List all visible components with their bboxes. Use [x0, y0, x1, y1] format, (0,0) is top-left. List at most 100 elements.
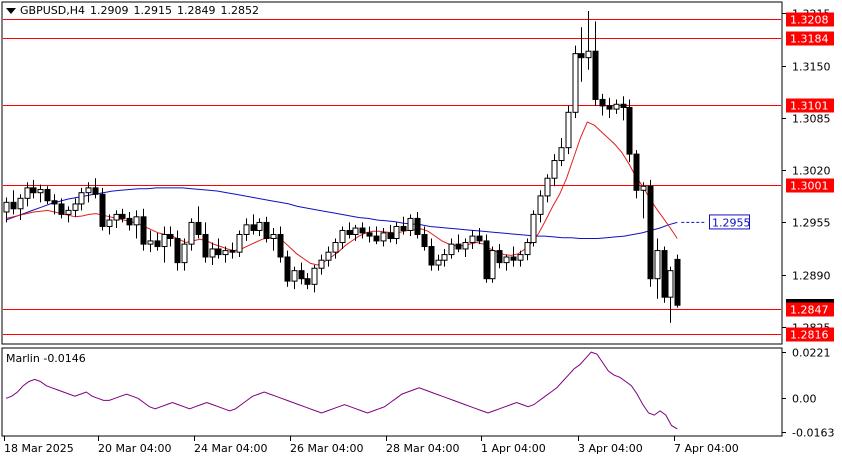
level-label-bg	[786, 98, 834, 113]
open-price: 1.2909	[89, 4, 129, 17]
slow-moving-average: 1.2955	[5, 187, 751, 239]
candle-body	[161, 233, 168, 248]
candle-body	[633, 153, 640, 191]
time-tick-label: 24 Mar 04:00	[194, 442, 267, 455]
candle-body	[620, 103, 627, 108]
price-tick-label: 1.2890	[792, 270, 831, 283]
candle-body	[421, 233, 428, 248]
candle-body	[243, 224, 250, 235]
close-price: 1.2852	[220, 4, 259, 17]
candle-body	[58, 203, 65, 215]
candle-body	[92, 187, 99, 195]
candle-body	[72, 203, 79, 211]
candle-body	[263, 221, 270, 240]
candle-body	[10, 201, 17, 210]
marlin-indicator: 0.0221 0.00 -0.0163	[5, 347, 834, 440]
price-tick-label: 1.3020	[792, 165, 831, 178]
ma-slow-label-text: 1.2955	[712, 216, 751, 229]
level-label-text: 1.2847	[790, 304, 829, 317]
candle-body	[476, 235, 483, 242]
candle-body	[126, 217, 133, 226]
candle-body	[462, 242, 469, 250]
high-price: 1.2915	[133, 4, 172, 17]
candle-body	[407, 217, 414, 231]
candle-body	[30, 187, 37, 194]
candle-body	[188, 221, 195, 245]
candle-body	[209, 248, 216, 258]
indicator-tick-label: 0.0221	[792, 347, 831, 360]
candle-body	[510, 256, 517, 261]
candle-body	[17, 197, 24, 210]
time-tick-label: 3 Apr 04:00	[578, 442, 643, 455]
candle-body	[318, 259, 325, 269]
candle-body	[236, 233, 243, 253]
candle-body	[332, 242, 339, 253]
price-tick-label: 1.2955	[792, 217, 831, 230]
candle-body	[167, 233, 174, 240]
candle-body	[24, 187, 31, 199]
candle-body	[565, 111, 572, 149]
indicator-header: Marlin -0.0146	[6, 352, 86, 365]
marlin-line	[5, 351, 678, 430]
candle-body	[667, 270, 674, 298]
candle-body	[154, 240, 161, 248]
chart-header: GBPUSD,H4 1.2909 1.2915 1.2849 1.2852	[6, 4, 264, 17]
chart-frames	[1, 1, 783, 437]
collapse-triangle-icon[interactable]	[6, 8, 16, 14]
candle-body	[195, 221, 202, 235]
candle-body	[304, 278, 311, 285]
level-labels: 1.3208 1.3184 1.3101 1.3001 1.2847 1.2816	[786, 12, 834, 342]
candle-body	[3, 201, 10, 213]
candle-body	[250, 224, 257, 231]
indicator-tick-label: -0.0163	[792, 427, 834, 440]
level-label-text: 1.3208	[790, 14, 829, 27]
level-label-bg	[786, 31, 834, 46]
level-label-bg	[786, 302, 834, 317]
ma-slow-line	[5, 187, 678, 239]
candlesticks	[3, 11, 681, 323]
time-axis: 18 Mar 2025 20 Mar 04:00 24 Mar 04:00 26 Ma…	[4, 436, 739, 455]
candle-body	[106, 219, 113, 227]
level-label-text: 1.2816	[790, 329, 829, 342]
candle-body	[640, 185, 647, 191]
price-axis: 1.32151.31501.30851.30201.29551.28901.28…	[782, 8, 834, 335]
ma-fast-line	[5, 121, 678, 266]
candle-body	[373, 235, 380, 242]
candle-body	[503, 256, 510, 264]
candle-body	[270, 233, 277, 240]
time-tick-label: 26 Mar 04:00	[290, 442, 363, 455]
candle-body	[469, 235, 476, 244]
price-panel-frame	[1, 1, 783, 345]
candle-body	[585, 50, 592, 59]
candle-body	[414, 217, 421, 235]
candle-body	[674, 258, 681, 306]
candle-body	[51, 200, 58, 205]
candle-body	[133, 216, 140, 226]
candle-body	[85, 187, 92, 194]
candle-body	[606, 105, 613, 110]
candle-body	[181, 243, 188, 264]
level-label-bg	[786, 178, 834, 193]
candle-body	[524, 242, 531, 256]
candle-body	[599, 98, 606, 107]
candle-body	[530, 213, 537, 244]
indicator-tick-label: 0.00	[792, 393, 817, 406]
price-tick-label: 1.3085	[792, 113, 831, 126]
candle-body	[441, 254, 448, 261]
candle-body	[113, 213, 120, 221]
candle-body	[99, 193, 106, 227]
candle-body	[147, 240, 154, 245]
indicator-panel-frame	[1, 347, 783, 437]
candle-body	[291, 270, 298, 282]
indicator-name: Marlin	[6, 352, 40, 365]
level-label-text: 1.3001	[790, 180, 829, 193]
candle-body	[544, 177, 551, 197]
price-tick-label: 1.3150	[792, 61, 831, 74]
candle-body	[222, 250, 229, 256]
candle-body	[435, 259, 442, 266]
horizontal-levels	[3, 19, 781, 335]
candle-body	[119, 213, 126, 219]
time-tick-label: 7 Apr 04:00	[674, 442, 739, 455]
level-label-text: 1.3101	[790, 100, 829, 113]
